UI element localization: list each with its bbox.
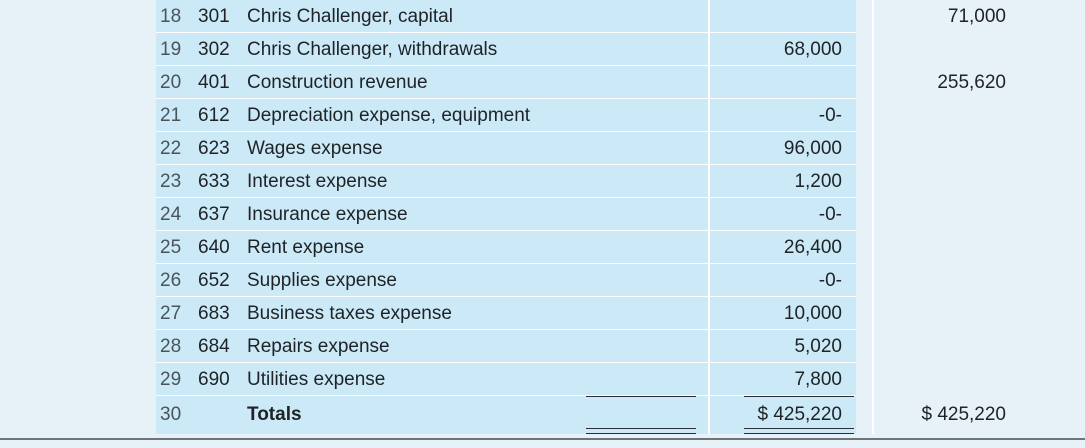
table-row: 18 301 Chris Challenger, capital 71,000 [156,0,1006,33]
debit-amount: 1,200 [794,171,842,192]
debit-column-divider [708,0,710,434]
credit-amount [876,264,1006,297]
row-divider [156,395,856,396]
row-number: 20 [160,72,182,93]
row-divider [156,164,856,165]
account-number: 633 [198,171,230,192]
debit-amount: 96,000 [783,138,842,159]
account-title: Chris Challenger, capital [247,6,453,27]
trial-balance-table [156,0,856,434]
account-title: Supplies expense [247,270,397,291]
credit-amount [876,99,1006,132]
row-number: 21 [160,105,182,126]
credit-amount: 255,620 [937,72,1006,93]
table-row: 21 612 Depreciation expense, equipment -… [156,99,856,132]
account-number: 684 [198,336,230,357]
credit-amount [876,363,1006,396]
credit-amount [876,33,1006,66]
credit-amount: 71,000 [947,6,1006,27]
row-divider [156,32,856,33]
row-number: 19 [160,39,182,60]
credit-amount [876,330,1006,363]
row-divider [156,329,856,330]
row-number: 29 [160,369,182,390]
account-number: 612 [198,105,230,126]
account-number: 690 [198,369,230,390]
account-number: 640 [198,237,230,258]
debit-amount: 7,800 [794,369,842,390]
row-number: 27 [160,303,182,324]
table-row: 24 637 Insurance expense -0- [156,198,856,231]
credit-total: $ 425,220 [921,404,1006,425]
account-number: 302 [198,39,230,60]
debit-total-rule [586,396,696,397]
account-title: Business taxes expense [247,303,452,324]
row-divider [156,197,856,198]
totals-label: Totals [247,404,302,425]
row-divider [156,296,856,297]
row-divider [156,131,856,132]
account-title: Repairs expense [247,336,390,357]
debit-amount: -0- [818,270,842,291]
row-divider [156,362,856,363]
debit-amount: 68,000 [783,39,842,60]
debit-total: $ 425,220 [757,404,842,425]
row-number: 18 [160,6,182,27]
credit-total-rule [744,396,854,397]
page-bottom-rule [0,438,1085,440]
credit-total-double-rule [744,428,854,434]
account-title: Interest expense [247,171,388,192]
debit-amount: -0- [818,204,842,225]
row-divider [156,65,856,66]
account-title: Construction revenue [247,72,428,93]
credit-amount [876,297,1006,330]
account-number: 301 [198,6,230,27]
credit-amount [876,165,1006,198]
credit-amount [876,231,1006,264]
table-row: 28 684 Repairs expense 5,020 [156,330,856,363]
debit-total-double-rule [586,428,696,434]
account-title: Depreciation expense, equipment [247,105,531,126]
row-number: 30 [160,404,182,425]
table-row: 29 690 Utilities expense 7,800 [156,363,856,396]
account-number: 683 [198,303,230,324]
row-number: 23 [160,171,182,192]
row-number: 25 [160,237,182,258]
account-number: 401 [198,72,230,93]
account-title: Rent expense [247,237,365,258]
credit-amount [876,132,1006,165]
debit-amount: 5,020 [794,336,842,357]
table-row: 25 640 Rent expense 26,400 [156,231,856,264]
debit-amount [712,66,842,99]
row-divider [156,98,856,99]
table-row: 19 302 Chris Challenger, withdrawals 68,… [156,33,856,66]
credit-amount [876,198,1006,231]
debit-amount: 26,400 [783,237,842,258]
debit-amount [712,0,842,33]
account-number: 652 [198,270,230,291]
row-divider [156,230,856,231]
table-row: 27 683 Business taxes expense 10,000 [156,297,856,330]
account-number: 623 [198,138,230,159]
totals-row: 30 Totals $ 425,220 $ 425,220 [156,398,1006,431]
row-number: 24 [160,204,182,225]
account-number: 637 [198,204,230,225]
row-number: 26 [160,270,182,291]
account-title: Insurance expense [247,204,408,225]
account-title: Chris Challenger, withdrawals [247,39,498,60]
table-row: 22 623 Wages expense 96,000 [156,132,856,165]
table-row: 23 633 Interest expense 1,200 [156,165,856,198]
debit-amount: -0- [818,105,842,126]
table-row: 20 401 Construction revenue 255,620 [156,66,1006,99]
table-row: 26 652 Supplies expense -0- [156,264,856,297]
row-number: 22 [160,138,182,159]
debit-amount: 10,000 [783,303,842,324]
account-title: Utilities expense [247,369,386,390]
row-divider [156,263,856,264]
credit-column-divider [872,0,874,434]
account-title: Wages expense [247,138,383,159]
row-number: 28 [160,336,182,357]
